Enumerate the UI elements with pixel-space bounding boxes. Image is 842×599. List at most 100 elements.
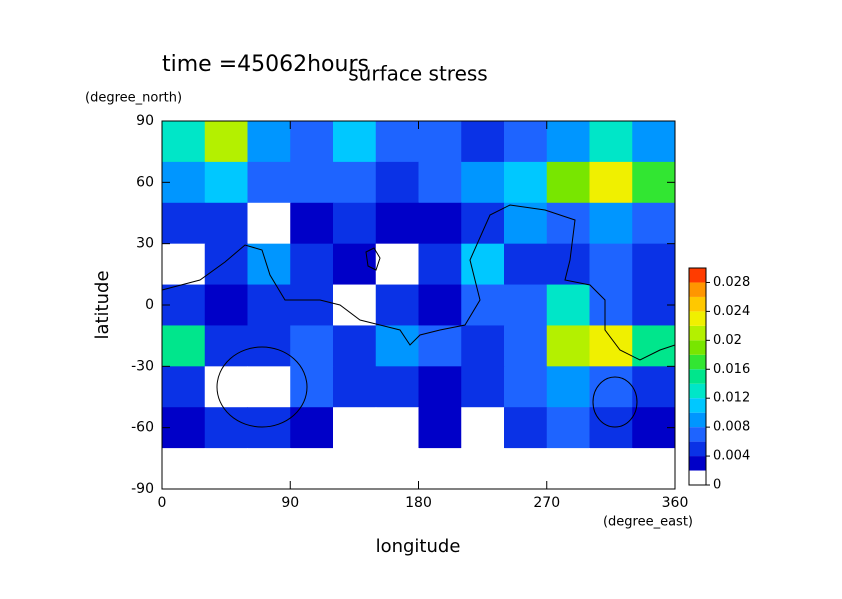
colorbar-tick-label: 0.016	[713, 362, 750, 377]
field-cell	[418, 448, 462, 490]
field-cell	[204, 325, 248, 367]
field-cell	[333, 121, 377, 163]
field-cell	[461, 121, 505, 163]
colorbar-band	[689, 311, 706, 326]
field-cell	[204, 161, 248, 204]
coastline	[161, 204, 676, 361]
field-cell	[504, 366, 548, 408]
x-tick-label: 360	[662, 495, 689, 511]
field-cell	[375, 325, 419, 367]
colorbar-band	[689, 325, 706, 341]
colorbar-band	[689, 456, 706, 471]
field-cell	[204, 366, 248, 408]
field-cell	[162, 448, 206, 490]
field-cell	[418, 243, 462, 286]
colorbar-band	[689, 296, 706, 312]
x-tick-label: 270	[533, 495, 560, 511]
field-cell	[546, 284, 590, 326]
field-cell	[546, 366, 590, 408]
field-cell	[333, 366, 377, 408]
field-cell	[204, 121, 248, 163]
field-cell	[204, 202, 248, 245]
field-cell	[461, 243, 505, 286]
coastline	[216, 346, 308, 428]
colorbar-tick-label: 0	[713, 478, 721, 493]
x-unit: (degree_east)	[603, 515, 693, 530]
field-cell	[247, 284, 291, 326]
time-label: time =45062hours	[162, 52, 369, 77]
field-cell	[162, 243, 206, 286]
field-cell	[504, 121, 548, 163]
field-cell	[290, 161, 334, 204]
field-cell	[418, 325, 462, 367]
field-cell	[162, 366, 206, 408]
field-cell	[290, 407, 334, 449]
field-cell	[461, 161, 505, 204]
field-cell	[461, 448, 505, 490]
field-cell	[162, 121, 206, 163]
field-cell	[589, 407, 633, 449]
field-cell	[247, 407, 291, 449]
field-cell	[589, 366, 633, 408]
colorbar-band	[689, 427, 706, 442]
field-cell	[546, 202, 590, 245]
field-cell	[247, 161, 291, 204]
field-cell	[375, 121, 419, 163]
field-cell	[162, 202, 206, 245]
field-cell	[333, 325, 377, 367]
field-cell	[290, 121, 334, 163]
colorbar-tick-label: 0.02	[713, 333, 742, 348]
field-cell	[546, 448, 590, 490]
colorbar-tick-label: 0.028	[713, 275, 750, 290]
y-unit: (degree_north)	[85, 91, 182, 106]
field-cell	[333, 407, 377, 449]
field-cell	[418, 366, 462, 408]
coastline	[592, 376, 638, 428]
field-cell	[290, 366, 334, 408]
colorbar-frame	[688, 267, 707, 486]
field-cell	[632, 448, 676, 490]
x-tick-label: 180	[405, 495, 432, 511]
colorbar-band	[689, 340, 706, 355]
axes: 0 90 180 270 360 -90 -60 -30 0 30 60 90	[131, 113, 688, 511]
field-cell	[333, 448, 377, 490]
field-cell	[589, 243, 633, 286]
x-tick-label: 90	[281, 495, 299, 511]
colorbar-band	[689, 369, 706, 384]
field-cell	[632, 325, 676, 367]
field-cell	[589, 121, 633, 163]
colorbar-band	[689, 354, 706, 370]
field-cell	[504, 284, 548, 326]
field-cell	[333, 202, 377, 245]
field-cell	[461, 366, 505, 408]
field-cell	[461, 202, 505, 245]
field-cell	[247, 202, 291, 245]
y-tick-label: -30	[131, 358, 154, 374]
field-cell	[418, 202, 462, 245]
y-tick-label: 30	[136, 236, 154, 252]
field-cell	[546, 121, 590, 163]
x-axis-label: longitude	[376, 536, 461, 557]
field-cell	[504, 448, 548, 490]
colorbar-tick-label: 0.012	[713, 391, 750, 406]
colorbar-tick-label: 0.004	[713, 449, 750, 464]
colorbar-band	[689, 398, 706, 413]
field-cell	[546, 243, 590, 286]
colorbar: 0 0.004 0.008 0.012 0.016 0.02 0.024 0.028	[688, 267, 750, 493]
field-cell	[162, 325, 206, 367]
colorbar-band	[689, 470, 706, 485]
field-cell	[290, 202, 334, 245]
y-tick-label: 60	[136, 174, 154, 190]
field-cell	[589, 161, 633, 204]
field-cell	[333, 161, 377, 204]
field-cell	[290, 448, 334, 490]
field-cell	[418, 121, 462, 163]
field-cell	[418, 407, 462, 449]
coastlines	[161, 204, 676, 428]
field-cell	[204, 448, 248, 490]
chart-title: surface stress	[348, 62, 487, 86]
field-cell	[632, 121, 676, 163]
field-cell	[504, 325, 548, 367]
field-cell	[546, 325, 590, 367]
